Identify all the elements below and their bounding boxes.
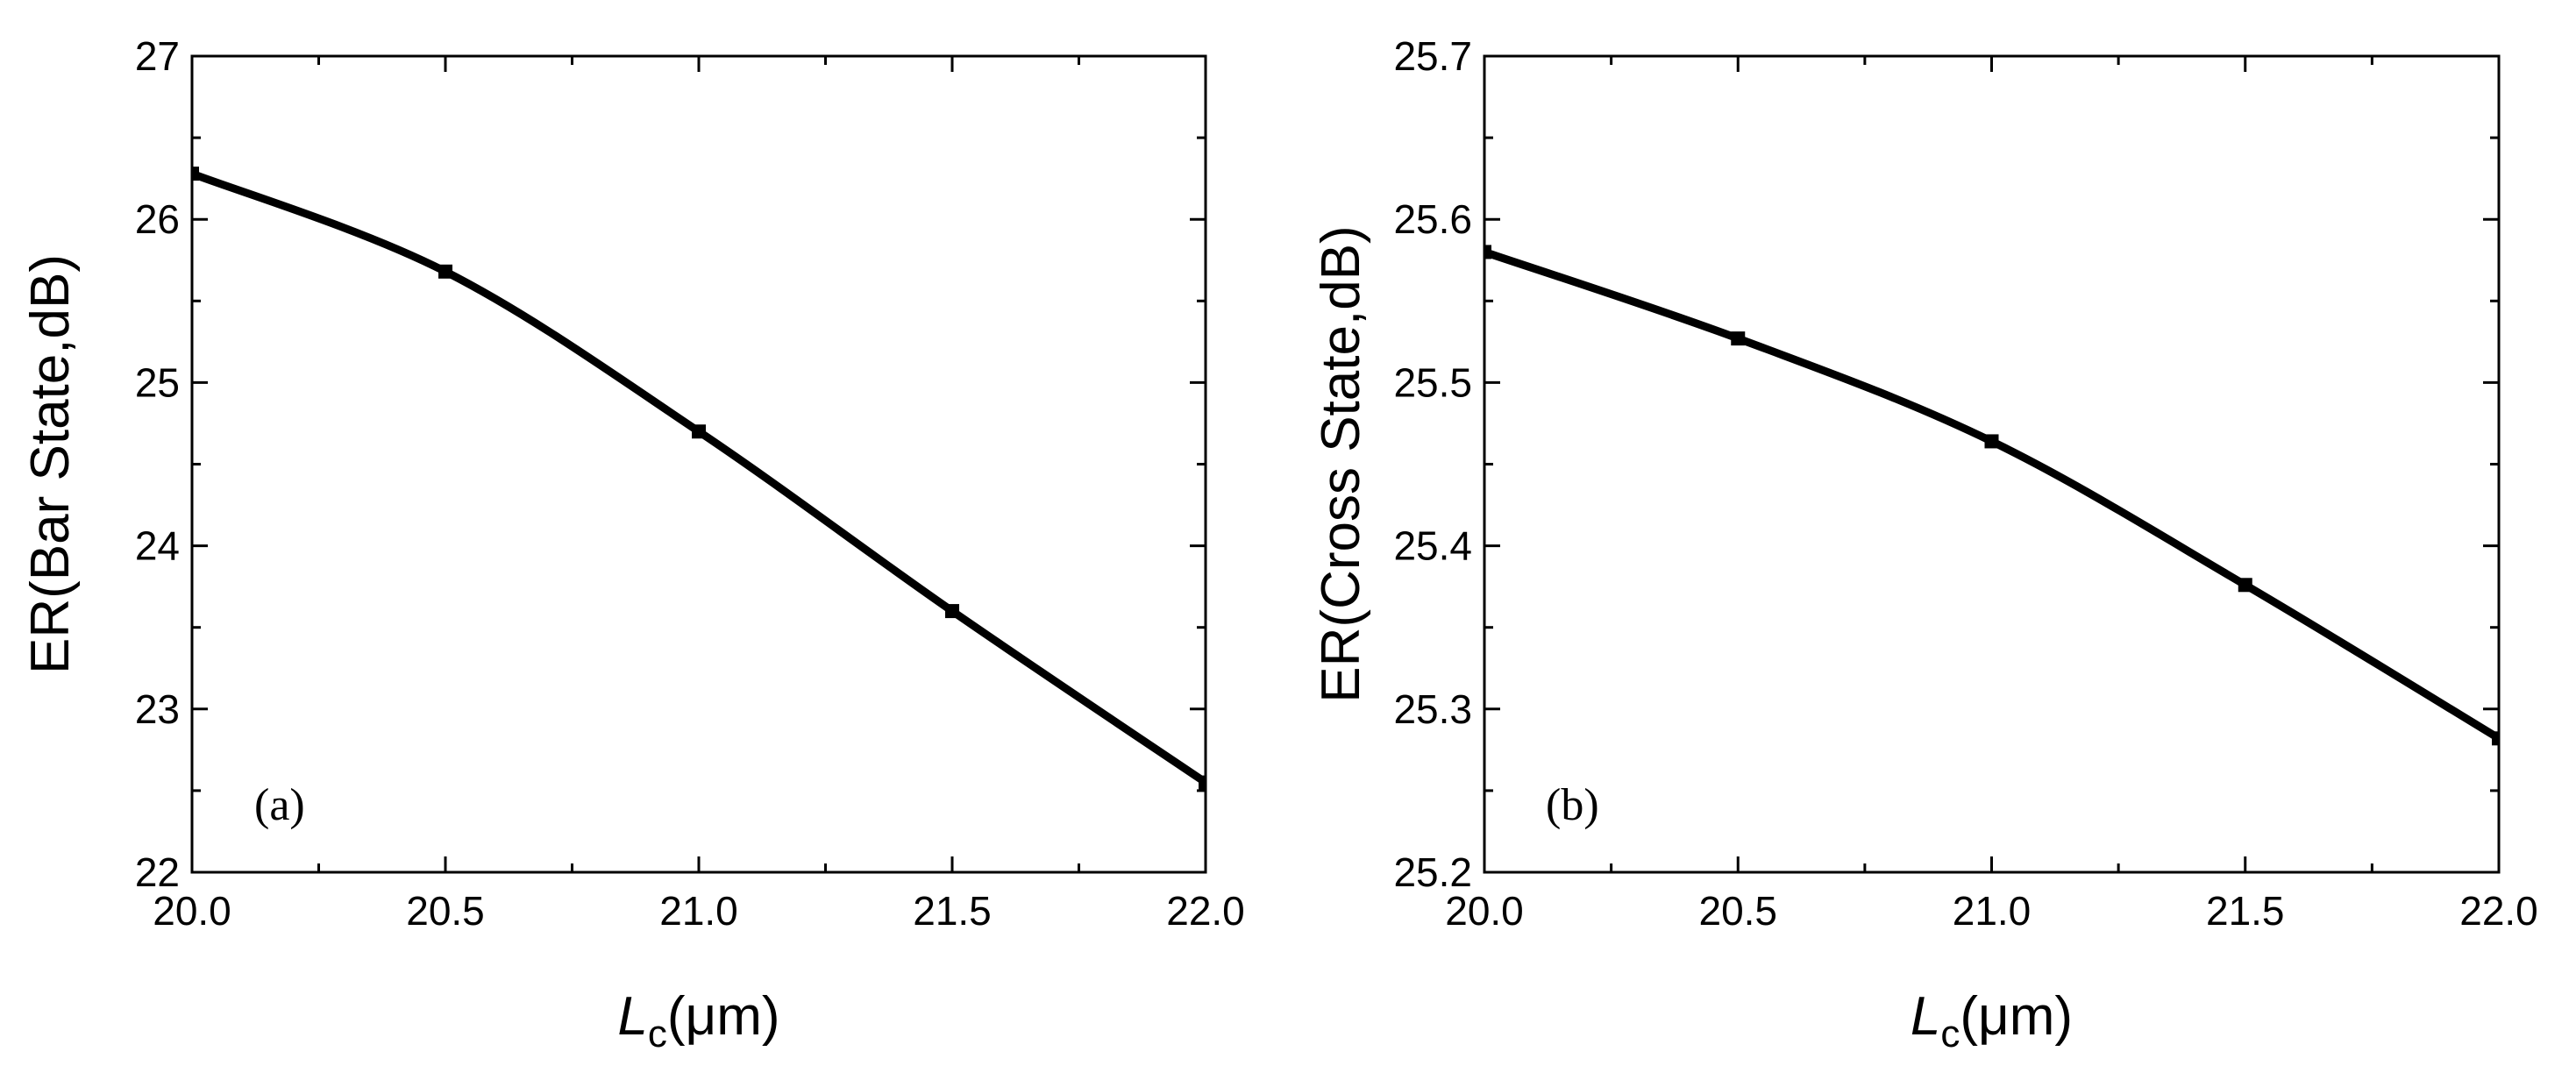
y-tick-label: 25 <box>135 359 180 405</box>
x-tick-label: 21.5 <box>2206 888 2285 934</box>
series-line <box>1484 248 2499 742</box>
series-line <box>192 169 1206 786</box>
y-tick-label: 27 <box>135 33 180 79</box>
data-point <box>1731 331 1746 346</box>
data-point <box>192 167 199 181</box>
x-axis-title-symbol: L <box>617 986 647 1047</box>
x-tick-label: 20.0 <box>1445 888 1524 934</box>
y-tick-label: 25.3 <box>1393 686 1472 732</box>
x-axis-title: Lc(μm) <box>617 986 779 1055</box>
y-tick-label: 22 <box>135 849 180 895</box>
y-axis-title: ER(Bar State,dB) <box>20 254 81 674</box>
data-point <box>945 604 959 619</box>
x-tick-label: 21.0 <box>659 888 738 934</box>
x-axis-title-subscript: c <box>1940 1012 1960 1055</box>
data-point <box>2238 578 2252 593</box>
plot-frame <box>1483 54 2501 874</box>
data-point <box>2492 731 2499 746</box>
x-axis-title: Lc(μm) <box>1911 986 2073 1055</box>
data-point <box>438 264 452 279</box>
chart-panel-0: 20.0 20.5 21.0 21.5 22.0 22 23 24 25 26 27 (a) Lc(μm… <box>20 33 1245 1055</box>
x-tick-label: 20.5 <box>406 888 485 934</box>
x-tick-label: 22.0 <box>2459 888 2538 934</box>
y-tick-label: 25.4 <box>1393 523 1472 569</box>
data-point <box>1199 775 1206 790</box>
x-tick-label: 21.0 <box>1953 888 2032 934</box>
y-tick-label: 23 <box>135 686 180 732</box>
x-axis-title-subscript: c <box>648 1012 667 1055</box>
y-tick-label: 25.7 <box>1393 33 1472 79</box>
y-tick-label: 24 <box>135 523 180 569</box>
x-axis-title-unit: (μm) <box>1960 986 2073 1047</box>
x-tick-label: 20.0 <box>153 888 231 934</box>
y-tick-label: 25.6 <box>1393 196 1472 242</box>
data-point <box>692 424 706 439</box>
y-axis-title: ER(Cross State,dB) <box>1311 225 1371 702</box>
x-tick-label: 21.5 <box>913 888 992 934</box>
panel-label: (b) <box>1546 780 1599 830</box>
x-axis-title-symbol: L <box>1911 986 1940 1047</box>
y-tick-label: 26 <box>135 196 180 242</box>
y-tick-label: 25.2 <box>1393 849 1472 895</box>
chart-panel-1: 20.0 20.5 21.0 21.5 22.0 25.2 25.3 25.4 25.5 25.6… <box>1311 33 2538 1055</box>
x-tick-label: 22.0 <box>1166 888 1245 934</box>
data-point <box>1984 434 1999 449</box>
y-tick-label: 25.5 <box>1393 359 1472 405</box>
x-axis-title-unit: (μm) <box>667 986 780 1047</box>
data-point <box>1484 245 1491 259</box>
panel-label: (a) <box>254 780 305 830</box>
plot-frame <box>190 54 1207 874</box>
x-tick-label: 20.5 <box>1698 888 1777 934</box>
